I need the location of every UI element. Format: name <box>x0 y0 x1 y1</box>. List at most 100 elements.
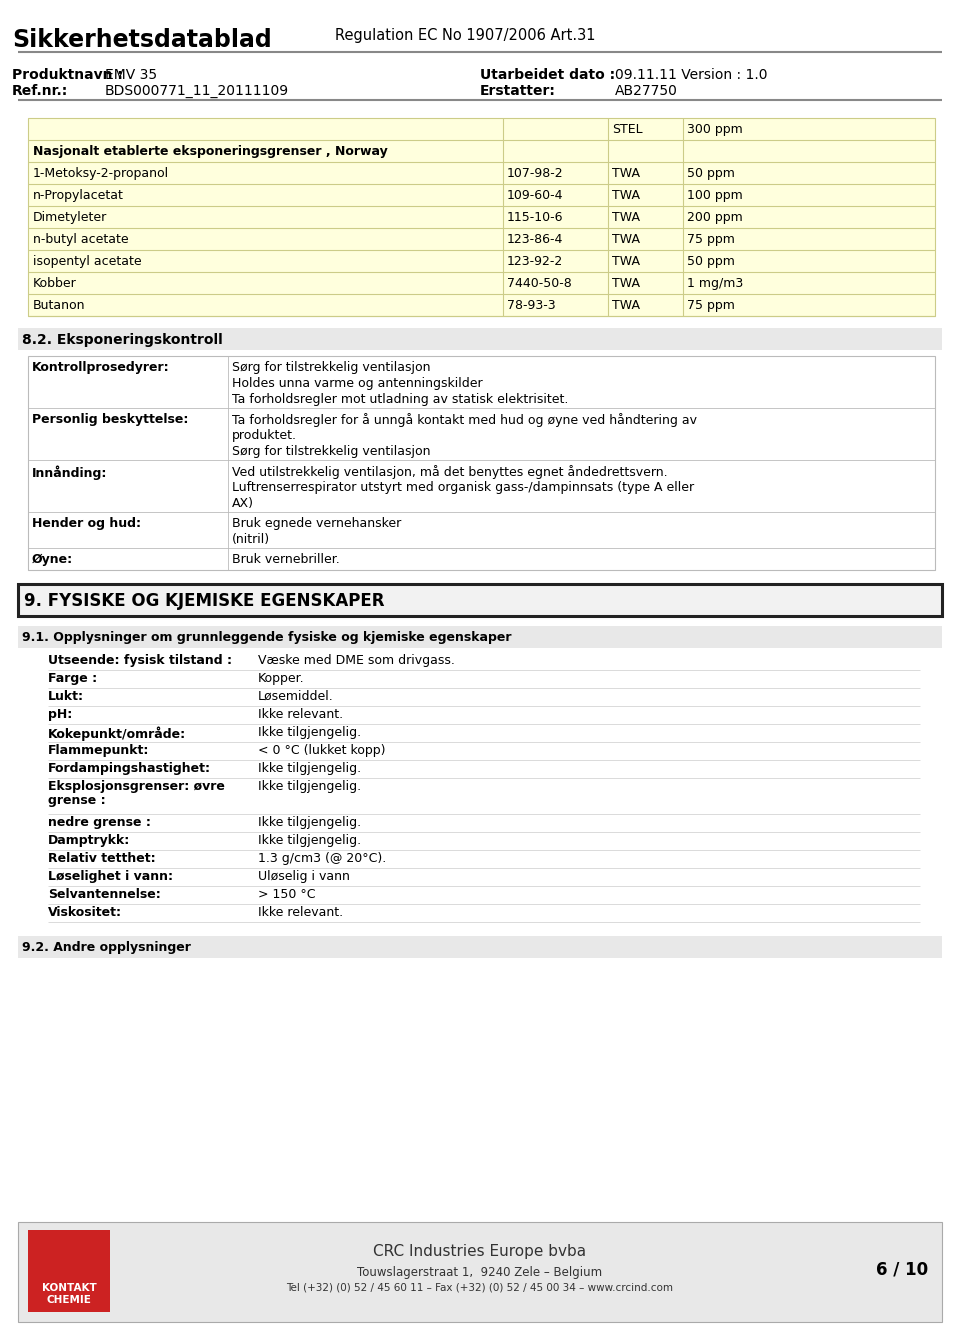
Text: Ikke tilgjengelig.: Ikke tilgjengelig. <box>258 817 361 829</box>
Bar <box>18 936 942 958</box>
Bar <box>28 356 935 571</box>
Text: 1 mg/m3: 1 mg/m3 <box>687 277 743 290</box>
Text: Ikke tilgjengelig.: Ikke tilgjengelig. <box>258 726 361 739</box>
Text: 123-92-2: 123-92-2 <box>507 255 564 269</box>
Text: grense :: grense : <box>48 794 106 807</box>
Text: (nitril): (nitril) <box>232 533 270 547</box>
Text: TWA: TWA <box>612 299 640 313</box>
Text: Utarbeidet dato :: Utarbeidet dato : <box>480 68 615 82</box>
Text: Sørg for tilstrekkelig ventilasjon: Sørg for tilstrekkelig ventilasjon <box>232 360 430 374</box>
Text: 9.2. Andre opplysninger: 9.2. Andre opplysninger <box>22 942 191 954</box>
Text: 107-98-2: 107-98-2 <box>507 168 564 180</box>
Text: Bruk egnede vernehansker: Bruk egnede vernehansker <box>232 517 401 529</box>
Bar <box>18 329 942 350</box>
Text: n-Propylacetat: n-Propylacetat <box>33 189 124 202</box>
Text: BDS000771_11_20111109: BDS000771_11_20111109 <box>105 84 289 98</box>
Text: TWA: TWA <box>612 277 640 290</box>
Text: EMV 35: EMV 35 <box>105 68 157 82</box>
Text: Kopper.: Kopper. <box>258 672 304 685</box>
Text: 6 / 10: 6 / 10 <box>876 1260 928 1278</box>
Text: produktet.: produktet. <box>232 430 297 442</box>
Text: KONTAKT: KONTAKT <box>41 1283 96 1293</box>
Text: Ta forholdsregler mot utladning av statisk elektrisitet.: Ta forholdsregler mot utladning av stati… <box>232 392 568 406</box>
Text: Løselighet i vann:: Løselighet i vann: <box>48 870 173 883</box>
Text: Lukt:: Lukt: <box>48 690 84 704</box>
Text: Personlig beskyttelse:: Personlig beskyttelse: <box>32 414 188 426</box>
Text: Eksplosjonsgrenser: øvre: Eksplosjonsgrenser: øvre <box>48 779 225 793</box>
Text: 75 ppm: 75 ppm <box>687 299 734 313</box>
Text: > 150 °C: > 150 °C <box>258 888 316 900</box>
Text: Produktnavn :: Produktnavn : <box>12 68 123 82</box>
Text: 75 ppm: 75 ppm <box>687 233 734 246</box>
Text: 123-86-4: 123-86-4 <box>507 233 564 246</box>
Bar <box>28 1230 110 1311</box>
Text: Ta forholdsregler for å unngå kontakt med hud og øyne ved håndtering av: Ta forholdsregler for å unngå kontakt me… <box>232 414 697 427</box>
Text: 09.11.11 Version : 1.0: 09.11.11 Version : 1.0 <box>615 68 767 82</box>
Text: TWA: TWA <box>612 168 640 180</box>
Text: pH:: pH: <box>48 708 72 721</box>
Text: Ikke tilgjengelig.: Ikke tilgjengelig. <box>258 762 361 775</box>
Text: Kobber: Kobber <box>33 277 77 290</box>
Text: Kontrollprosedyrer:: Kontrollprosedyrer: <box>32 360 170 374</box>
Text: Ref.nr.:: Ref.nr.: <box>12 84 68 98</box>
Text: Dimetyleter: Dimetyleter <box>33 211 108 223</box>
Text: Ved utilstrekkelig ventilasjon, må det benyttes egnet åndedrettsvern.: Ved utilstrekkelig ventilasjon, må det b… <box>232 465 667 479</box>
Text: 7440-50-8: 7440-50-8 <box>507 277 572 290</box>
Text: Farge :: Farge : <box>48 672 97 685</box>
Bar <box>18 584 942 616</box>
Text: Flammepunkt:: Flammepunkt: <box>48 743 150 757</box>
Text: TWA: TWA <box>612 255 640 269</box>
Text: 78-93-3: 78-93-3 <box>507 299 556 313</box>
Text: AB27750: AB27750 <box>615 84 678 98</box>
Text: Sikkerhetsdatablad: Sikkerhetsdatablad <box>12 28 272 52</box>
Text: Uløselig i vann: Uløselig i vann <box>258 870 349 883</box>
Text: Tel (+32) (0) 52 / 45 60 11 – Fax (+32) (0) 52 / 45 00 34 – www.crcind.com: Tel (+32) (0) 52 / 45 60 11 – Fax (+32) … <box>286 1282 674 1291</box>
Text: TWA: TWA <box>612 233 640 246</box>
Bar <box>18 626 942 648</box>
Text: Viskositet:: Viskositet: <box>48 906 122 919</box>
Text: Fordampingshastighet:: Fordampingshastighet: <box>48 762 211 775</box>
Text: Selvantennelse:: Selvantennelse: <box>48 888 160 900</box>
Text: 9. FYSISKE OG KJEMISKE EGENSKAPER: 9. FYSISKE OG KJEMISKE EGENSKAPER <box>24 592 385 610</box>
Text: Luftrenserrespirator utstyrt med organisk gass-/dampinnsats (type A eller: Luftrenserrespirator utstyrt med organis… <box>232 481 694 493</box>
Text: Utseende: fysisk tilstand :: Utseende: fysisk tilstand : <box>48 654 232 668</box>
Text: Holdes unna varme og antenningskilder: Holdes unna varme og antenningskilder <box>232 376 483 390</box>
Text: 115-10-6: 115-10-6 <box>507 211 564 223</box>
Text: Ikke tilgjengelig.: Ikke tilgjengelig. <box>258 834 361 847</box>
Text: STEL: STEL <box>612 122 642 136</box>
Text: Kokepunkt/område:: Kokepunkt/område: <box>48 726 186 741</box>
Text: Relativ tetthet:: Relativ tetthet: <box>48 853 156 864</box>
Text: TWA: TWA <box>612 211 640 223</box>
Text: isopentyl acetate: isopentyl acetate <box>33 255 142 269</box>
Text: 100 ppm: 100 ppm <box>687 189 743 202</box>
Bar <box>18 1222 942 1322</box>
Text: Regulation EC No 1907/2006 Art.31: Regulation EC No 1907/2006 Art.31 <box>335 28 595 43</box>
Text: Touwslagerstraat 1,  9240 Zele – Belgium: Touwslagerstraat 1, 9240 Zele – Belgium <box>357 1266 603 1279</box>
Text: < 0 °C (lukket kopp): < 0 °C (lukket kopp) <box>258 743 386 757</box>
Text: 200 ppm: 200 ppm <box>687 211 743 223</box>
Text: Damptrykk:: Damptrykk: <box>48 834 131 847</box>
Text: 8.2. Eksponeringskontroll: 8.2. Eksponeringskontroll <box>22 332 223 347</box>
Text: CRC Industries Europe bvba: CRC Industries Europe bvba <box>373 1244 587 1260</box>
Text: Erstatter:: Erstatter: <box>480 84 556 98</box>
Text: CHEMIE: CHEMIE <box>47 1295 91 1305</box>
Text: 50 ppm: 50 ppm <box>687 255 734 269</box>
Text: 1-Metoksy-2-propanol: 1-Metoksy-2-propanol <box>33 168 169 180</box>
Text: 9.1. Opplysninger om grunnleggende fysiske og kjemiske egenskaper: 9.1. Opplysninger om grunnleggende fysis… <box>22 630 512 644</box>
Text: Nasjonalt etablerte eksponeringsgrenser , Norway: Nasjonalt etablerte eksponeringsgrenser … <box>33 145 388 158</box>
Text: n-butyl acetate: n-butyl acetate <box>33 233 129 246</box>
Text: Ikke tilgjengelig.: Ikke tilgjengelig. <box>258 779 361 793</box>
Bar <box>28 118 935 317</box>
Text: TWA: TWA <box>612 189 640 202</box>
Text: 1.3 g/cm3 (@ 20°C).: 1.3 g/cm3 (@ 20°C). <box>258 853 386 864</box>
Text: Løsemiddel.: Løsemiddel. <box>258 690 334 704</box>
Text: Øyne:: Øyne: <box>32 553 73 567</box>
Text: Sørg for tilstrekkelig ventilasjon: Sørg for tilstrekkelig ventilasjon <box>232 446 430 458</box>
Text: 300 ppm: 300 ppm <box>687 122 743 136</box>
Text: Ikke relevant.: Ikke relevant. <box>258 906 343 919</box>
Text: Væske med DME som drivgass.: Væske med DME som drivgass. <box>258 654 455 668</box>
Text: nedre grense :: nedre grense : <box>48 817 151 829</box>
Text: 109-60-4: 109-60-4 <box>507 189 564 202</box>
Text: AX): AX) <box>232 497 254 509</box>
Text: Innånding:: Innånding: <box>32 465 108 480</box>
